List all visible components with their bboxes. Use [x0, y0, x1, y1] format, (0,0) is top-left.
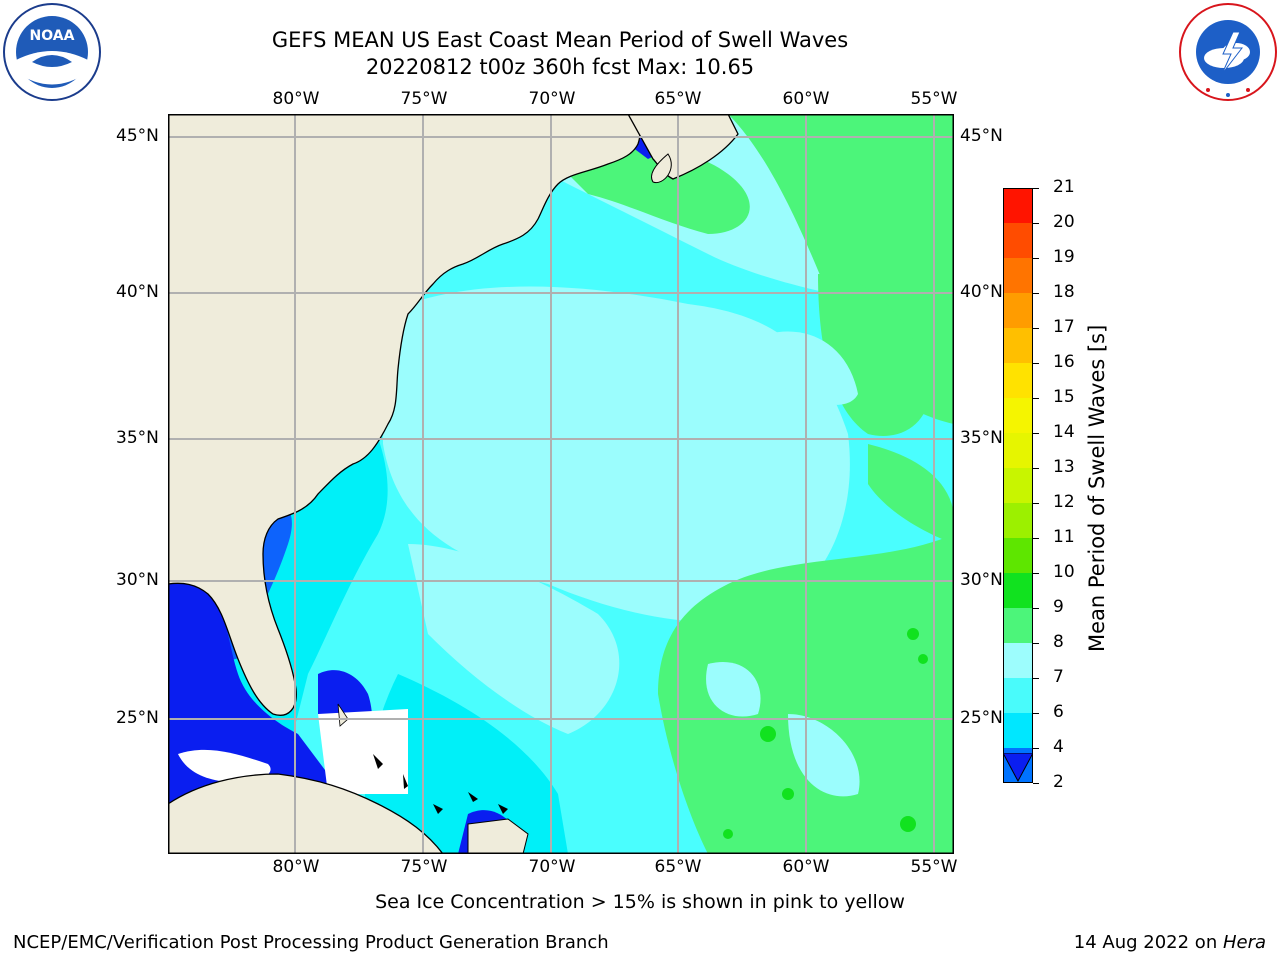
- colorbar-band: [1003, 713, 1033, 748]
- colorbar-band: [1003, 433, 1033, 468]
- colorbar-tick-mark: [1033, 257, 1039, 259]
- colorbar-tick-label: 2: [1053, 772, 1064, 792]
- colorbar-tick-mark: [1033, 712, 1039, 714]
- colorbar-tick-label: 18: [1053, 282, 1075, 302]
- colorbar-tick-label: 20: [1053, 212, 1075, 232]
- colorbar-tick-mark: [1033, 782, 1039, 784]
- colorbar-band: [1003, 398, 1033, 433]
- colorbar-tick-label: 13: [1053, 457, 1075, 477]
- lat-label-right-25n: 25°N: [960, 708, 1003, 728]
- lat-label-left-45n: 45°N: [116, 126, 159, 146]
- lat-label-right-40n: 40°N: [960, 282, 1003, 302]
- colorbar-label: Mean Period of Swell Waves [s]: [1085, 324, 1109, 652]
- colorbar-tick-mark: [1033, 327, 1039, 329]
- lon-label-top-55w: 55°W: [910, 89, 958, 109]
- colorbar-band: [1003, 678, 1033, 713]
- colorbar-tick-mark: [1033, 397, 1039, 399]
- map-panel: [168, 114, 954, 854]
- sea-ice-caption: Sea Ice Concentration > 15% is shown in …: [375, 891, 905, 913]
- lat-label-left-30n: 30°N: [116, 570, 159, 590]
- lon-label-bottom-65w: 65°W: [654, 857, 702, 877]
- colorbar-band: [1003, 573, 1033, 608]
- ocean-light-region: [383, 286, 850, 623]
- colorbar-tick-mark: [1033, 572, 1039, 574]
- chart-subtitle: 20220812 t00z 360h fcst Max: 10.65: [365, 55, 755, 79]
- colorbar-band: [1003, 223, 1033, 258]
- colorbar-band: [1003, 188, 1033, 223]
- lat-label-left-25n: 25°N: [116, 708, 159, 728]
- colorbar-band: [1003, 363, 1033, 398]
- land-cuba: [168, 773, 444, 854]
- lon-label-bottom-75w: 75°W: [400, 857, 448, 877]
- colorbar-tick-mark: [1033, 362, 1039, 364]
- colorbar-tick-mark: [1033, 467, 1039, 469]
- colorbar-tick-mark: [1033, 502, 1039, 504]
- colorbar-band: [1003, 608, 1033, 643]
- colorbar-band: [1003, 503, 1033, 538]
- lon-label-bottom-55w: 55°W: [910, 857, 958, 877]
- colorbar-tick-mark: [1033, 537, 1039, 539]
- colorbar-tick-label: 15: [1053, 387, 1075, 407]
- nws-logo: [1178, 2, 1278, 102]
- noaa-logo: NOAA: [2, 2, 102, 102]
- lon-label-top-75w: 75°W: [400, 89, 448, 109]
- colorbar-tick-label: 6: [1053, 702, 1064, 722]
- colorbar-tick-mark: [1033, 642, 1039, 644]
- lon-label-bottom-80w: 80°W: [272, 857, 320, 877]
- footer-date: 14 Aug 2022 on Hera: [1074, 932, 1266, 953]
- colorbar-tick-mark: [1033, 292, 1039, 294]
- lat-label-left-40n: 40°N: [116, 282, 159, 302]
- footer-machine: Hera: [1222, 932, 1266, 953]
- colorbar-band: [1003, 328, 1033, 363]
- colorbar-under-arrow: [1002, 752, 1034, 783]
- colorbar-band: [1003, 643, 1033, 678]
- colorbar: [1003, 188, 1033, 783]
- lat-label-right-45n: 45°N: [960, 126, 1003, 146]
- chart-title: GEFS MEAN US East Coast Mean Period of S…: [271, 28, 849, 52]
- svg-text:NOAA: NOAA: [30, 28, 75, 44]
- lon-label-bottom-70w: 70°W: [528, 857, 576, 877]
- colorbar-tick-label: 19: [1053, 247, 1075, 267]
- colorbar-tick-mark: [1033, 677, 1039, 679]
- lat-label-left-35n: 35°N: [116, 428, 159, 448]
- colorbar-tick-label: 8: [1053, 632, 1064, 652]
- white-mask-bahamas: [318, 709, 408, 794]
- colorbar-band: [1003, 538, 1033, 573]
- lon-label-top-60w: 60°W: [782, 89, 830, 109]
- colorbar-tick-label: 12: [1053, 492, 1075, 512]
- lat-label-right-30n: 30°N: [960, 570, 1003, 590]
- colorbar-tick-mark: [1033, 432, 1039, 434]
- footer-credit: NCEP/EMC/Verification Post Processing Pr…: [13, 932, 609, 953]
- lon-label-top-65w: 65°W: [654, 89, 702, 109]
- colorbar-band: [1003, 258, 1033, 293]
- lat-label-right-35n: 35°N: [960, 428, 1003, 448]
- footer-date-text: 14 Aug 2022 on: [1073, 932, 1223, 953]
- colorbar-tick-label: 21: [1053, 177, 1075, 197]
- colorbar-tick-label: 11: [1053, 527, 1075, 547]
- colorbar-tick-mark: [1033, 187, 1039, 189]
- colorbar-tick-label: 10: [1053, 562, 1075, 582]
- colorbar-tick-mark: [1033, 747, 1039, 749]
- colorbar-band: [1003, 293, 1033, 328]
- colorbar-tick-label: 4: [1053, 737, 1064, 757]
- lon-label-bottom-60w: 60°W: [782, 857, 830, 877]
- colorbar-band: [1003, 468, 1033, 503]
- colorbar-tick-label: 9: [1053, 597, 1064, 617]
- colorbar-tick-mark: [1033, 222, 1039, 224]
- colorbar-tick-label: 17: [1053, 317, 1075, 337]
- lon-label-top-80w: 80°W: [272, 89, 320, 109]
- colorbar-tick-mark: [1033, 607, 1039, 609]
- lon-label-top-70w: 70°W: [528, 89, 576, 109]
- colorbar-tick-label: 7: [1053, 667, 1064, 687]
- colorbar-tick-label: 14: [1053, 422, 1075, 442]
- colorbar-tick-label: 16: [1053, 352, 1075, 372]
